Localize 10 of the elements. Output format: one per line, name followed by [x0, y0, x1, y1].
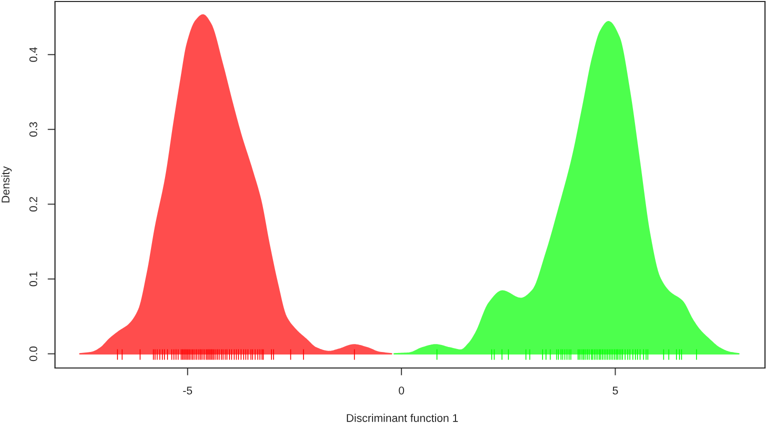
y-tick-label: 0.4 [29, 47, 38, 62]
y-axis-title: Density [1, 166, 12, 202]
y-tick-label: 0.2 [29, 197, 38, 212]
y-tick-label: 0.1 [29, 272, 38, 286]
x-tick-label: 5 [612, 386, 618, 394]
x-tick-label: -5 [183, 386, 192, 394]
x-tick-label: 0 [398, 386, 404, 394]
y-tick-label: 0.3 [29, 122, 38, 137]
x-axis-title: Discriminant function 1 [346, 414, 458, 422]
y-tick-label: 0.0 [29, 346, 38, 362]
